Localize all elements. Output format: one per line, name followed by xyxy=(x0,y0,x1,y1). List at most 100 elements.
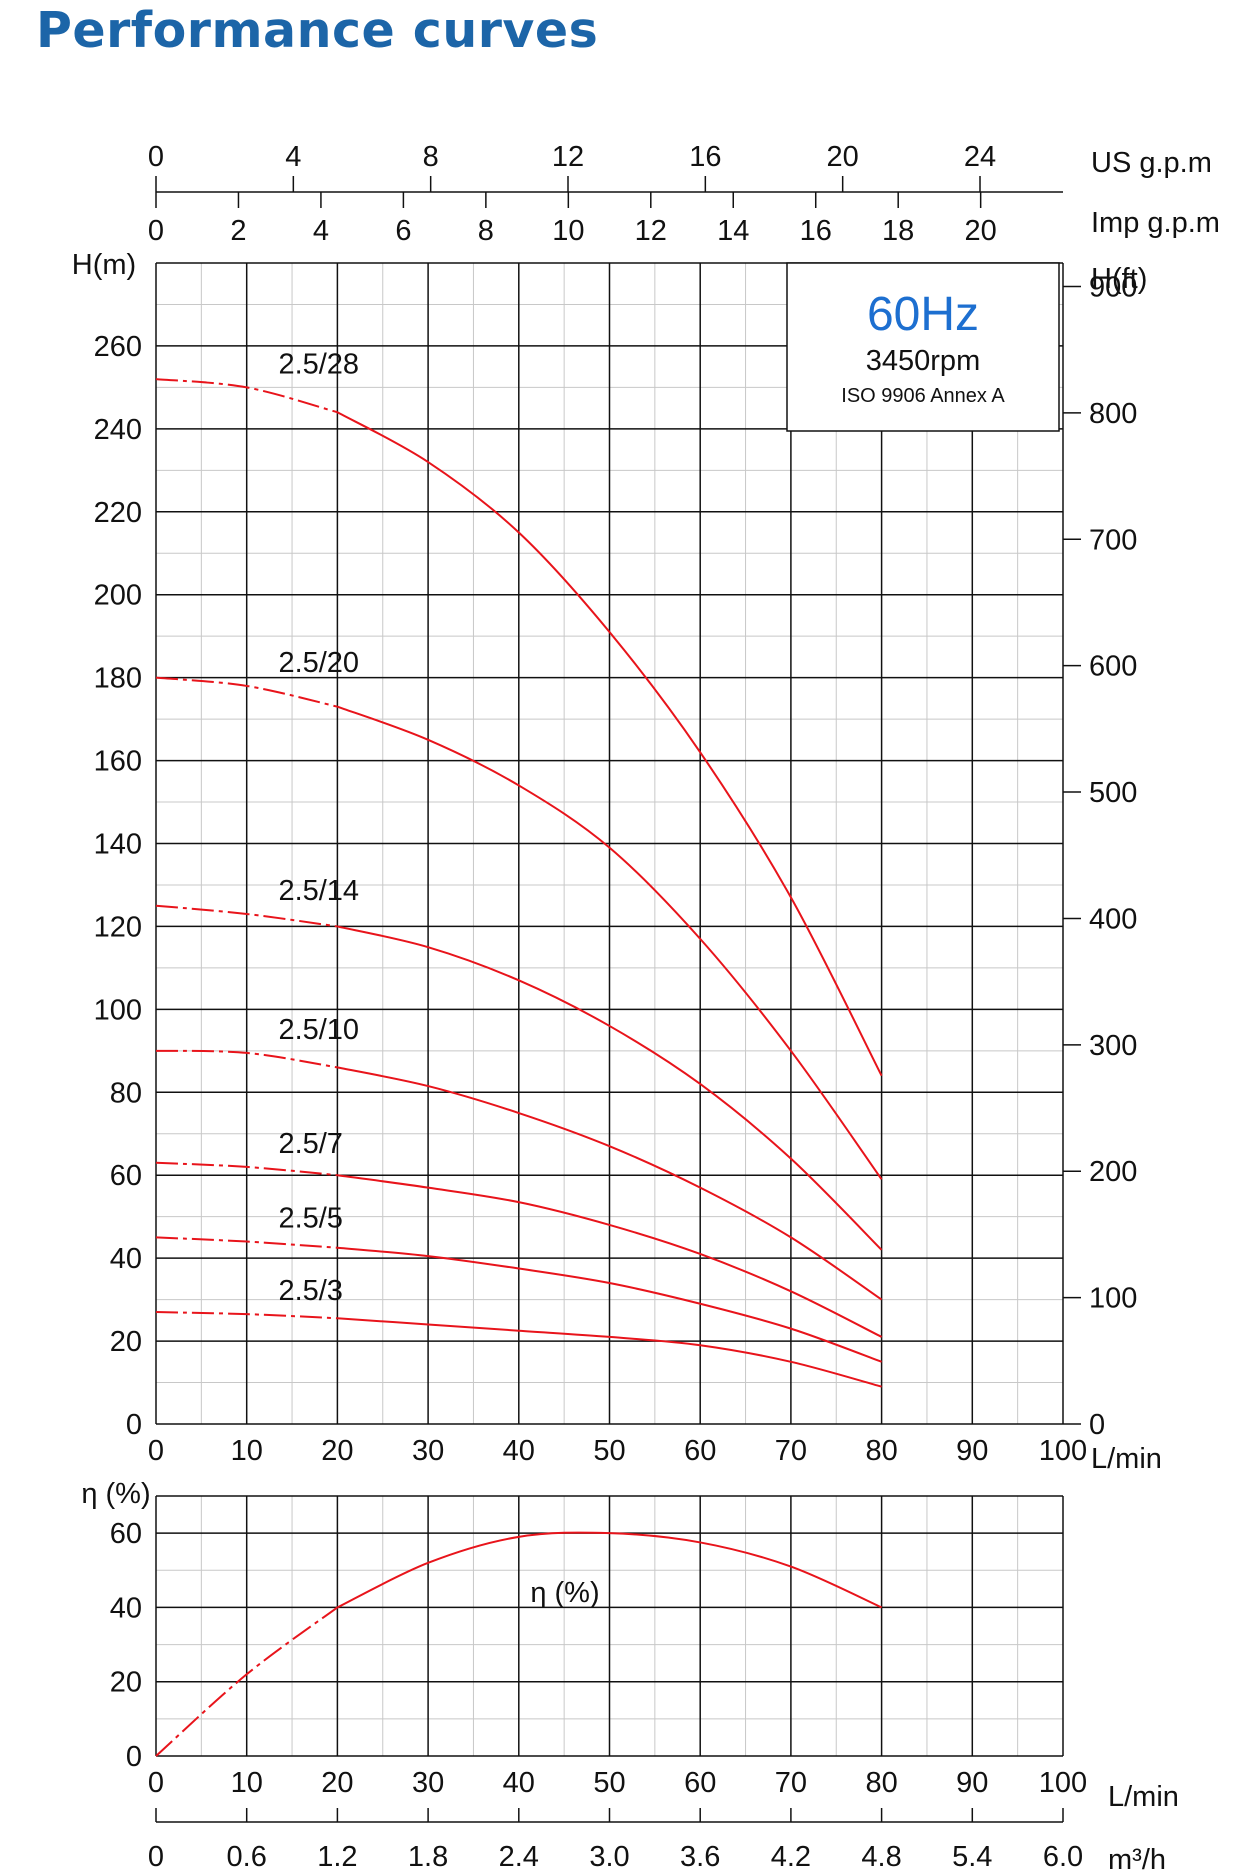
efficiency-y-tick-label: 40 xyxy=(110,1592,142,1624)
head-curve-6-solid xyxy=(337,1317,882,1388)
head-x-tick-label: 50 xyxy=(593,1435,625,1467)
head-y-tick-label: 20 xyxy=(110,1326,142,1358)
m3h-axis-label: m³/h xyxy=(1108,1844,1166,1870)
imp-gpm-tick-label: 2 xyxy=(230,215,246,247)
head-curve-2-dashed xyxy=(155,904,338,928)
imp-gpm-tick-label: 8 xyxy=(478,215,494,247)
head-chart-grid xyxy=(155,262,1064,1425)
head-x-tick-label: 80 xyxy=(865,1435,897,1467)
head-y-tick-label: 40 xyxy=(110,1243,142,1275)
us-gpm-tick-label: 16 xyxy=(689,141,721,173)
efficiency-chart-axes: 0 10 20 30 40 50 60 70 80 90 100 0 20 40 60 xyxy=(110,1518,1087,1799)
imp-gpm-tick-label: 18 xyxy=(882,215,914,247)
m3h-tick-label: 2.4 xyxy=(499,1841,539,1870)
m3h-tick-label: 4.8 xyxy=(861,1841,901,1870)
us-gpm-tick-label: 20 xyxy=(827,141,859,173)
efficiency-curve-dashed xyxy=(155,1606,338,1757)
us-gpm-tick-label: 12 xyxy=(552,141,584,173)
head-x-axis-label: L/min xyxy=(1091,1443,1162,1475)
head-y2-tick-label: 800 xyxy=(1089,398,1137,430)
imp-gpm-tick-label: 0 xyxy=(148,215,164,247)
head-y2-axis-label: H(ft) xyxy=(1091,263,1147,295)
head-x-tick-label: 70 xyxy=(775,1435,807,1467)
efficiency-x-tick-label: 30 xyxy=(412,1767,444,1799)
m3h-tick-label: 3.6 xyxy=(680,1841,720,1870)
us-gpm-tick-label: 0 xyxy=(148,141,164,173)
efficiency-y-axis-label: η (%) xyxy=(81,1478,150,1510)
imp-gpm-tick-label: 6 xyxy=(395,215,411,247)
head-y-tick-label: 120 xyxy=(94,911,142,943)
head-y2-tick-label: 700 xyxy=(1089,524,1137,556)
m3h-tick-label: 0.6 xyxy=(227,1841,267,1870)
efficiency-y-tick-label: 20 xyxy=(110,1667,142,1699)
head-curve-labels: 2.5/28 2.5/20 2.5/14 2.5/10 2.5/7 2.5/5 2.5/3 xyxy=(278,348,359,1307)
head-y-tick-label: 220 xyxy=(94,497,142,529)
head-curve-label: 2.5/14 xyxy=(278,875,359,907)
head-y-tick-label: 260 xyxy=(94,331,142,363)
efficiency-curve-solid xyxy=(336,1531,883,1609)
head-curve-label: 2.5/3 xyxy=(278,1275,343,1307)
head-y-tick-label: 100 xyxy=(94,994,142,1026)
head-curve-label: 2.5/5 xyxy=(278,1203,343,1235)
head-curve-4-dashed xyxy=(155,1161,338,1177)
head-curve-0-dashed xyxy=(155,378,338,414)
head-y2-tick-label: 200 xyxy=(1089,1156,1137,1188)
us-gpm-tick-label: 4 xyxy=(285,141,301,173)
efficiency-x-tick-label: 40 xyxy=(503,1767,535,1799)
efficiency-x-tick-label: 60 xyxy=(684,1767,716,1799)
head-curve-2-solid xyxy=(337,925,883,1251)
head-curve-0-solid xyxy=(336,411,883,1077)
head-curve-label: 2.5/7 xyxy=(278,1128,343,1160)
efficiency-curve-label: η (%) xyxy=(530,1577,599,1609)
head-x-tick-label: 90 xyxy=(956,1435,988,1467)
head-y2-tick-label: 100 xyxy=(1089,1283,1137,1315)
head-x-tick-label: 30 xyxy=(412,1435,444,1467)
standard-label: ISO 9906 Annex A xyxy=(841,385,1005,407)
efficiency-x-tick-label: 90 xyxy=(956,1767,988,1799)
head-x-tick-label: 100 xyxy=(1039,1435,1087,1467)
page-title: Performance curves xyxy=(36,2,599,59)
us-gpm-tick-label: 8 xyxy=(423,141,439,173)
imp-gpm-tick-label: 4 xyxy=(313,215,329,247)
head-curve-label: 2.5/20 xyxy=(278,647,359,679)
efficiency-x-axis-label: L/min xyxy=(1108,1781,1179,1813)
head-y2-tick-label: 300 xyxy=(1089,1030,1137,1062)
head-y-tick-label: 140 xyxy=(94,829,142,861)
efficiency-x-tick-label: 100 xyxy=(1039,1767,1087,1799)
head-curve-label: 2.5/28 xyxy=(278,348,359,380)
head-curve-5-dashed xyxy=(155,1236,338,1249)
m3h-tick-label: 5.4 xyxy=(952,1841,992,1870)
m3h-tick-label: 4.2 xyxy=(771,1841,811,1870)
head-x-tick-label: 60 xyxy=(684,1435,716,1467)
head-y-tick-label: 60 xyxy=(110,1160,142,1192)
imp-gpm-tick-label: 16 xyxy=(800,215,832,247)
head-y-tick-label: 240 xyxy=(94,414,142,446)
us-gpm-axis-label: US g.p.m xyxy=(1091,147,1212,179)
head-y-axis-label: H(m) xyxy=(72,249,136,281)
efficiency-x-tick-label: 50 xyxy=(593,1767,625,1799)
head-y-tick-label: 80 xyxy=(110,1077,142,1109)
head-x-tick-label: 20 xyxy=(321,1435,353,1467)
speed-label: 3450rpm xyxy=(866,345,980,377)
efficiency-x-tick-label: 0 xyxy=(148,1767,164,1799)
m3h-tick-label: 1.2 xyxy=(317,1841,357,1870)
efficiency-curve xyxy=(155,1531,883,1757)
imp-gpm-tick-label: 14 xyxy=(717,215,749,247)
head-y-tick-label: 180 xyxy=(94,663,142,695)
head-y2-tick-label: 500 xyxy=(1089,777,1137,809)
head-y2-tick-label: 600 xyxy=(1089,651,1137,683)
efficiency-y-tick-label: 0 xyxy=(126,1741,142,1773)
m3h-axis: 0 0.6 1.2 1.8 2.4 3.0 3.6 4.2 4.8 5.4 6.0 xyxy=(148,1808,1083,1870)
head-y2-tick-label: 900 xyxy=(1089,272,1137,304)
head-curves xyxy=(155,378,883,1388)
head-y-tick-label: 200 xyxy=(94,580,142,612)
head-curve-4-solid xyxy=(337,1174,883,1338)
head-curve-label: 2.5/10 xyxy=(278,1014,359,1046)
head-x-tick-label: 0 xyxy=(148,1435,164,1467)
imp-gpm-tick-label: 12 xyxy=(635,215,667,247)
m3h-tick-label: 1.8 xyxy=(408,1841,448,1870)
imp-gpm-tick-label: 10 xyxy=(552,215,584,247)
m3h-tick-label: 3.0 xyxy=(589,1841,629,1870)
head-y-tick-label: 160 xyxy=(94,746,142,778)
